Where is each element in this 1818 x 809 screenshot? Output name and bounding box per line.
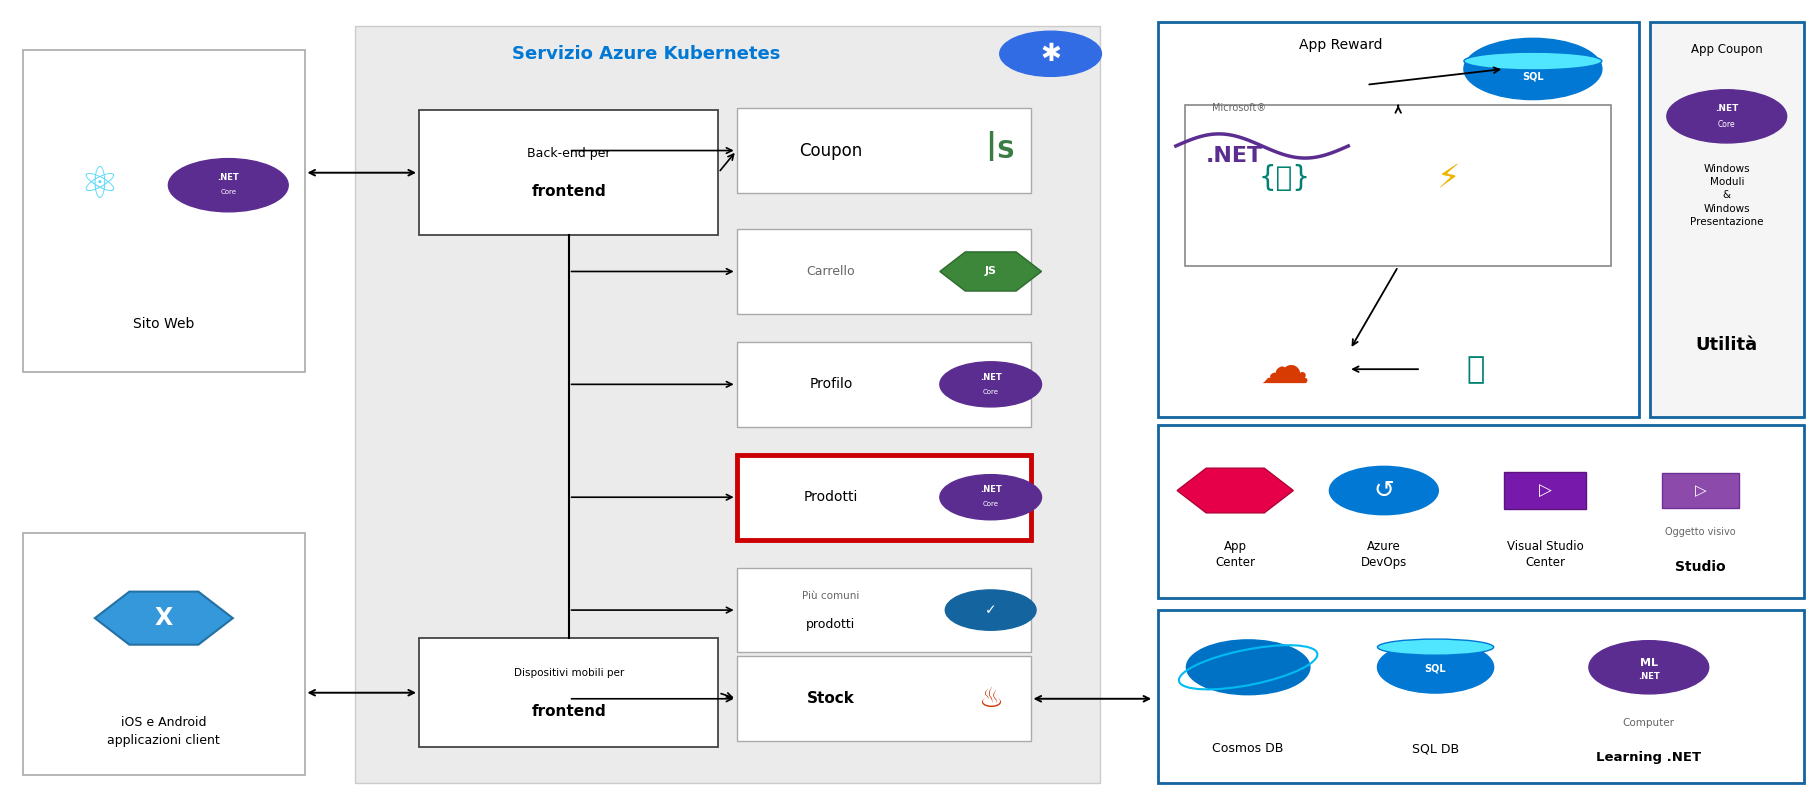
Text: Stock: Stock (807, 691, 854, 706)
Text: Oggetto visivo: Oggetto visivo (1665, 527, 1736, 537)
Bar (1158, 425, 1803, 598)
Text: {👤}: {👤} (1258, 163, 1311, 192)
Text: Visual Studio
Center: Visual Studio Center (1507, 540, 1583, 570)
Text: S: S (996, 138, 1014, 163)
Text: |: | (985, 131, 996, 161)
Bar (736, 455, 1031, 540)
Text: Core: Core (984, 502, 998, 507)
Text: Profilo: Profilo (809, 377, 853, 392)
Text: Windows
Moduli
&
Windows
Presentazione: Windows Moduli & Windows Presentazione (1691, 164, 1763, 227)
Text: Utilità: Utilità (1696, 337, 1758, 354)
Text: .NET: .NET (980, 485, 1002, 494)
Text: Core: Core (220, 189, 236, 196)
Bar (24, 50, 305, 372)
Text: ▷: ▷ (1540, 481, 1553, 499)
Circle shape (169, 159, 289, 212)
Bar (1158, 610, 1803, 783)
Text: ⚛: ⚛ (80, 163, 120, 207)
Text: ✱: ✱ (1040, 42, 1062, 66)
Text: ☁: ☁ (1260, 345, 1309, 393)
Circle shape (1187, 640, 1311, 695)
Text: frontend: frontend (531, 184, 605, 199)
Circle shape (1589, 641, 1709, 694)
Text: Back-end per: Back-end per (527, 147, 611, 160)
Text: X: X (155, 606, 173, 630)
Text: ✓: ✓ (985, 603, 996, 617)
Text: Più comuni: Più comuni (802, 591, 860, 600)
Text: Core: Core (984, 388, 998, 395)
Text: ML: ML (1640, 659, 1658, 668)
Text: SQL DB: SQL DB (1413, 742, 1460, 756)
Text: Sito Web: Sito Web (133, 317, 195, 331)
Text: Learning .NET: Learning .NET (1596, 751, 1702, 764)
Text: iOS e Android
applicazioni client: iOS e Android applicazioni client (107, 715, 220, 747)
Text: ⚡: ⚡ (1436, 161, 1460, 194)
Text: App Reward: App Reward (1298, 38, 1382, 53)
Bar (418, 110, 718, 235)
Circle shape (1000, 32, 1102, 76)
Circle shape (945, 590, 1036, 630)
Circle shape (1667, 90, 1787, 143)
Text: SQL: SQL (1425, 664, 1447, 674)
Text: Core: Core (1718, 120, 1736, 129)
Text: Servizio Azure Kubernetes: Servizio Azure Kubernetes (511, 44, 780, 63)
Circle shape (940, 475, 1042, 520)
Text: .NET: .NET (1714, 104, 1738, 112)
Text: .NET: .NET (980, 373, 1002, 382)
Text: Cosmos DB: Cosmos DB (1213, 742, 1284, 756)
Text: Microsoft®: Microsoft® (1213, 104, 1267, 113)
Bar (736, 108, 1031, 193)
Text: 🤖: 🤖 (1467, 354, 1485, 383)
Text: .NET: .NET (1205, 146, 1262, 166)
Text: Coupon: Coupon (800, 142, 862, 159)
Bar (355, 26, 1100, 783)
Text: Azure
DevOps: Azure DevOps (1360, 540, 1407, 570)
Circle shape (1378, 642, 1494, 693)
Text: ▷: ▷ (1694, 483, 1707, 498)
Text: Studio: Studio (1674, 560, 1725, 574)
Text: App
Center: App Center (1214, 540, 1254, 570)
Text: prodotti: prodotti (807, 618, 856, 631)
Text: Carrello: Carrello (807, 265, 854, 278)
Circle shape (1463, 38, 1602, 100)
Bar (736, 656, 1031, 741)
Text: Computer: Computer (1623, 718, 1674, 728)
Text: ↺: ↺ (1373, 479, 1394, 502)
Circle shape (940, 362, 1042, 407)
Bar (1649, 22, 1803, 417)
Text: frontend: frontend (531, 704, 605, 718)
Bar (1158, 22, 1638, 417)
Bar (736, 342, 1031, 426)
Text: JS: JS (985, 266, 996, 277)
Text: SQL: SQL (1522, 72, 1543, 82)
Text: .NET: .NET (1638, 672, 1660, 681)
Bar (1185, 105, 1611, 266)
Bar (24, 533, 305, 775)
Text: App Coupon: App Coupon (1691, 43, 1763, 56)
Bar (736, 229, 1031, 314)
Text: Dispositivi mobili per: Dispositivi mobili per (513, 668, 624, 678)
Circle shape (1329, 466, 1438, 515)
Ellipse shape (1378, 639, 1494, 655)
Bar (418, 638, 718, 748)
Bar (736, 568, 1031, 652)
Text: .NET: .NET (218, 173, 240, 183)
Ellipse shape (1463, 53, 1602, 70)
Text: Prodotti: Prodotti (804, 490, 858, 504)
Text: ♨: ♨ (978, 684, 1004, 713)
